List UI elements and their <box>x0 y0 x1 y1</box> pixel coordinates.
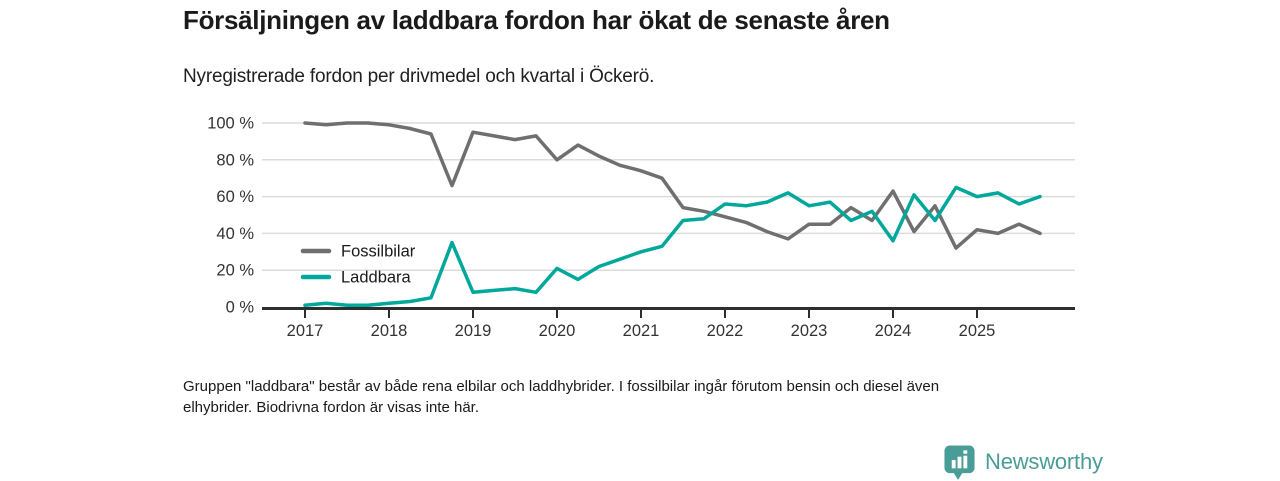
newsworthy-brand: Newsworthy <box>943 445 1103 480</box>
y-axis-label: 100 % <box>207 115 254 133</box>
series-line-laddbara <box>303 185 1042 307</box>
x-axis-label: 2021 <box>623 322 660 340</box>
page-title: Försäljningen av laddbara fordon har öka… <box>183 5 890 35</box>
chart-subtitle: Nyregistrerade fordon per drivmedel och … <box>183 66 655 87</box>
legend-label-fossilbilar: Fossilbilar <box>341 243 416 261</box>
x-axis-label: 2020 <box>539 322 576 340</box>
newsworthy-wordmark: Newsworthy <box>985 449 1103 474</box>
x-axis-label: 2022 <box>707 322 744 340</box>
x-axis-label: 2023 <box>791 322 828 340</box>
x-axis-label: 2017 <box>287 322 324 340</box>
y-axis-label: 20 % <box>216 262 254 280</box>
series-line-fossilbilar <box>303 121 1042 250</box>
y-axis-label: 80 % <box>216 151 254 169</box>
line-chart-svg: 0 % 20 % 40 % 60 % 80 % 100 % 2017 2018 2019 2020… <box>207 115 1075 340</box>
y-axis-label: 0 % <box>226 299 255 317</box>
chart-footnote: Gruppen "laddbara" består av både rena e… <box>183 376 1083 418</box>
legend-label-laddbara: Laddbara <box>341 269 412 287</box>
y-axis-label: 40 % <box>216 225 254 243</box>
x-axis-label: 2019 <box>455 322 492 340</box>
x-axis-label: 2025 <box>959 322 996 340</box>
newsworthy-logo-icon <box>944 445 975 480</box>
footnote-line-2: elhybrider. Biodrivna fordon är visas in… <box>183 399 479 416</box>
y-axis-label: 60 % <box>216 188 254 206</box>
x-axis-label: 2018 <box>371 322 408 340</box>
footnote-line-1: Gruppen "laddbara" består av både rena e… <box>183 378 940 395</box>
x-axis-label: 2024 <box>875 322 912 340</box>
chart: 0 % 20 % 40 % 60 % 80 % 100 % 2017 2018 2019 2020… <box>183 110 1095 345</box>
